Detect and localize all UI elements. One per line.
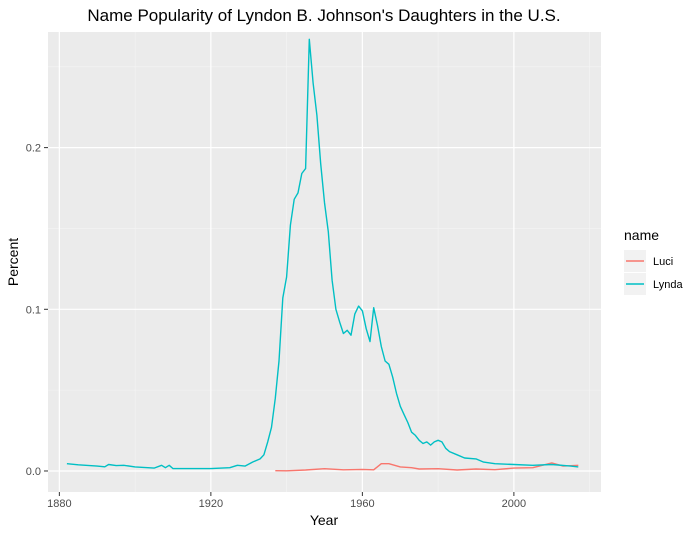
x-tick-label: 1920 (199, 498, 223, 510)
legend-label-lynda: Lynda (653, 279, 683, 291)
plot-panel (48, 32, 601, 492)
y-tick-label: 0.2 (26, 143, 41, 155)
grid (48, 32, 601, 492)
series-line-lynda (66, 38, 579, 470)
chart-title: Name Popularity of Lyndon B. Johnson's D… (87, 6, 560, 25)
series-line-luci (275, 462, 579, 472)
x-tick-label: 1880 (47, 498, 71, 510)
legend-label-luci: Luci (653, 256, 673, 268)
y-axis-title: Percent (5, 238, 21, 286)
legend: Luci Lynda (624, 250, 683, 295)
legend-title: name (624, 227, 659, 243)
axes: 1880 1920 1960 2000 0.0 0.1 0.2 (26, 143, 526, 510)
x-tick-label: 1960 (350, 498, 374, 510)
x-tick-label: 2000 (502, 498, 526, 510)
x-axis-title: Year (310, 512, 339, 528)
series-lines (66, 38, 579, 472)
y-tick-label: 0.1 (26, 304, 41, 316)
y-tick-label: 0.0 (26, 466, 41, 478)
